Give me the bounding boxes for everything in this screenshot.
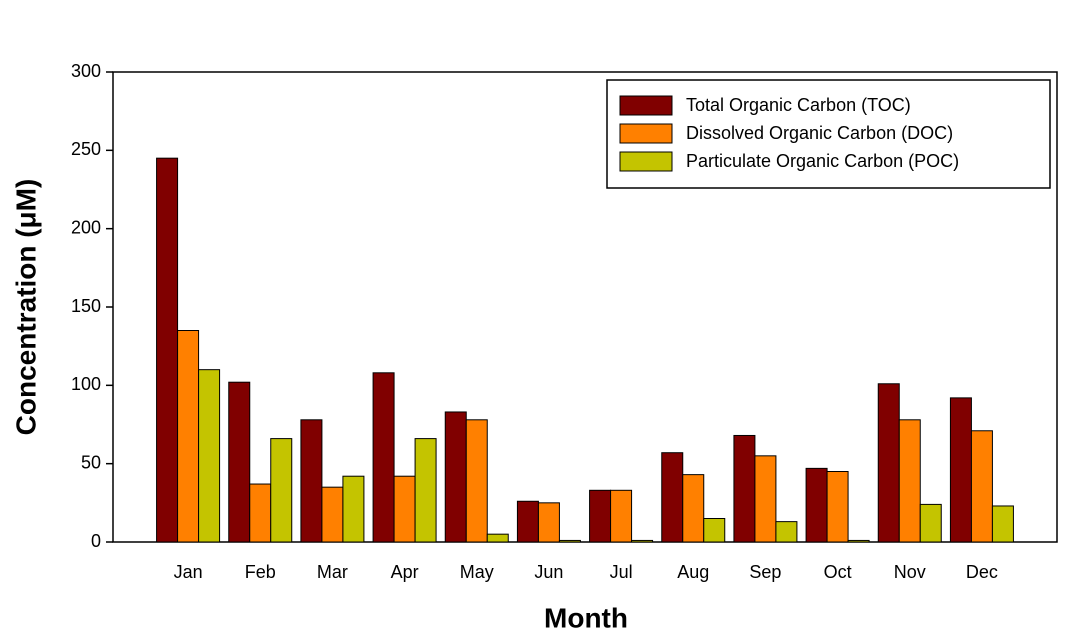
x-tick-label: Jul xyxy=(610,562,633,582)
bar xyxy=(610,489,633,543)
x-tick-label: Feb xyxy=(245,562,276,582)
bar xyxy=(372,372,395,543)
x-tick-label: Sep xyxy=(749,562,781,582)
bar xyxy=(991,505,1014,543)
bar xyxy=(300,419,323,543)
y-axis-title: Concentration (μM) xyxy=(10,179,41,436)
bar xyxy=(805,467,828,543)
bar xyxy=(393,475,416,543)
bar xyxy=(342,475,365,543)
bar xyxy=(847,539,870,543)
bar xyxy=(589,489,612,543)
bar xyxy=(733,434,756,543)
y-tick-label: 300 xyxy=(71,61,101,81)
legend-swatch xyxy=(619,95,673,116)
bar xyxy=(516,500,539,543)
bar xyxy=(156,157,179,543)
x-tick-label: Oct xyxy=(824,562,852,582)
y-tick-label: 100 xyxy=(71,374,101,394)
bar xyxy=(414,438,437,543)
x-tick-label: May xyxy=(460,562,494,582)
bar xyxy=(321,486,344,543)
x-tick-label: Jan xyxy=(174,562,203,582)
legend-box xyxy=(606,79,1051,189)
bar xyxy=(177,330,200,543)
bar xyxy=(754,455,777,543)
bar xyxy=(537,502,560,543)
bar xyxy=(465,419,488,543)
x-tick-label: Nov xyxy=(894,562,926,582)
legend-label: Total Organic Carbon (TOC) xyxy=(686,95,911,115)
bar xyxy=(198,369,221,543)
y-tick-label: 250 xyxy=(71,139,101,159)
legend-label: Particulate Organic Carbon (POC) xyxy=(686,151,959,171)
bar xyxy=(558,539,581,543)
bar xyxy=(631,539,654,543)
bar xyxy=(877,383,900,543)
bar xyxy=(661,452,684,543)
bar xyxy=(444,411,467,543)
bar xyxy=(949,397,972,543)
bar xyxy=(970,430,993,543)
bar xyxy=(703,518,726,543)
legend-swatch xyxy=(619,151,673,172)
x-tick-label: Apr xyxy=(391,562,419,582)
bar xyxy=(270,438,293,543)
bar xyxy=(775,521,798,543)
legend-swatch xyxy=(619,123,673,144)
y-tick-label: 150 xyxy=(71,296,101,316)
x-axis-title: Month xyxy=(544,602,628,633)
bar xyxy=(228,381,251,543)
bar xyxy=(898,419,921,543)
bar xyxy=(826,471,849,543)
bar xyxy=(249,483,272,543)
bar xyxy=(682,474,705,543)
bar xyxy=(486,533,509,543)
x-tick-label: Dec xyxy=(966,562,998,582)
bar xyxy=(919,503,942,543)
y-tick-label: 0 xyxy=(91,531,101,551)
y-tick-label: 50 xyxy=(81,452,101,472)
x-tick-label: Aug xyxy=(677,562,709,582)
y-tick-label: 200 xyxy=(71,217,101,237)
x-tick-label: Mar xyxy=(317,562,348,582)
x-tick-label: Jun xyxy=(534,562,563,582)
legend-label: Dissolved Organic Carbon (DOC) xyxy=(686,123,953,143)
